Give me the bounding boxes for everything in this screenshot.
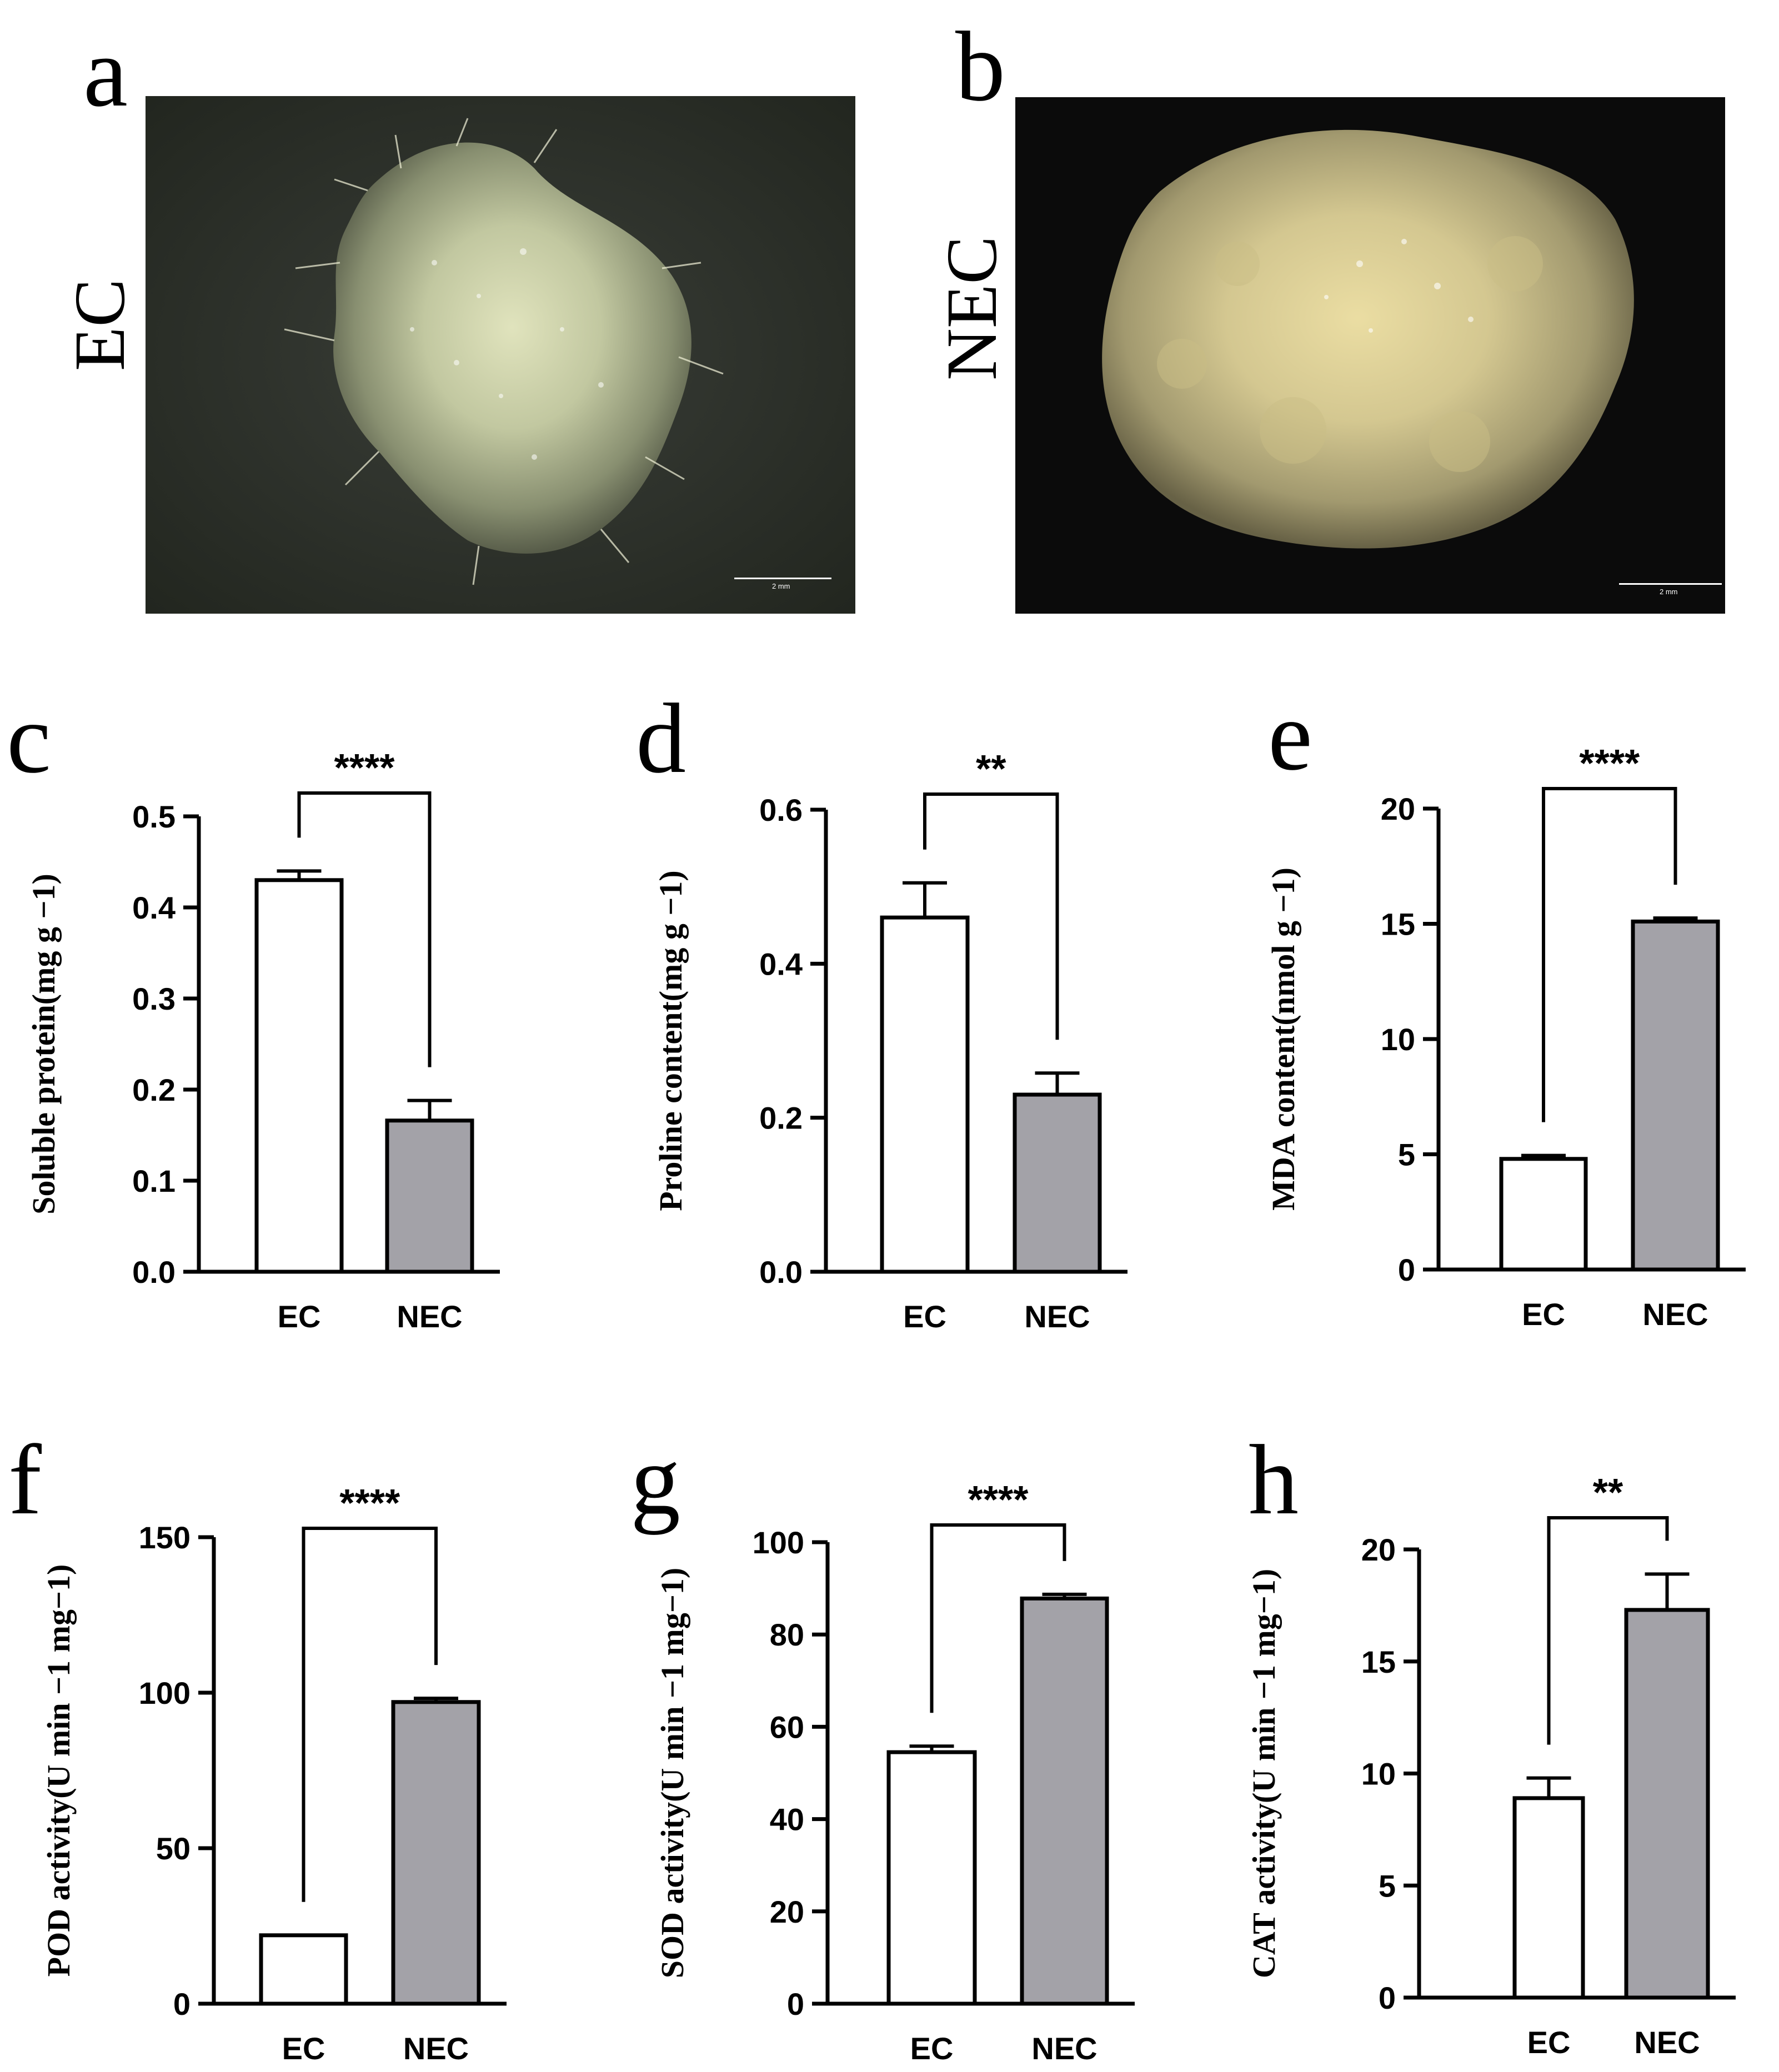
significance-bracket <box>1547 1516 1669 1745</box>
y-tick-label: 0 <box>787 1986 804 2021</box>
significance-bracket <box>923 792 1059 1040</box>
y-tick-label: 20 <box>770 1894 804 1929</box>
y-tick-label: 0 <box>173 1986 191 2021</box>
y-axis-label: MDA content(nmol g −1) <box>1265 867 1301 1211</box>
scalebar-b <box>1619 583 1722 585</box>
y-axis-label: Proline content(mg g −1) <box>653 870 689 1211</box>
x-tick-label-nec: NEC <box>1642 1297 1708 1332</box>
x-tick-label-nec: NEC <box>1634 2025 1700 2060</box>
panel-letter-h: h <box>1249 1424 1299 1535</box>
y-tick-label: 0.4 <box>759 946 803 981</box>
y-tick-label: 0.6 <box>759 792 803 827</box>
y-tick-label: 50 <box>156 1831 191 1866</box>
chart-g: g 0 20 40 60 80 100 SOD activity(U min −1 mg−1)… <box>630 1424 1135 2066</box>
panel-letter-g: g <box>630 1424 680 1535</box>
y-tick-label: 10 <box>1381 1022 1415 1057</box>
x-tick-label-ec: EC <box>1527 2025 1571 2060</box>
y-tick-label: 0.2 <box>132 1072 176 1107</box>
significance-bracket <box>297 791 432 1067</box>
ec-callus-image <box>146 96 855 614</box>
panel-letter-e: e <box>1268 680 1312 791</box>
y-tick-label: 100 <box>753 1525 804 1560</box>
bar-nec <box>385 1118 474 1274</box>
bar-ec <box>259 1933 348 2006</box>
y-axis-label: SOD activity(U min −1 mg−1) <box>654 1568 690 1978</box>
y-tick-label: 5 <box>1379 1868 1396 1903</box>
y-tick-label: 10 <box>1361 1757 1396 1792</box>
bar-ec <box>254 878 344 1274</box>
y-tick-label: 0 <box>1398 1252 1415 1287</box>
chart-c: c 0.0 0.1 0.2 0.3 0.4 0.5 Soluble protein(mg g … <box>7 683 500 1334</box>
y-tick-label: 0.3 <box>132 981 176 1016</box>
panel-letter-d: d <box>636 683 686 794</box>
y-axis-label: Soluble protein(mg g −1) <box>26 874 62 1215</box>
panel-letter-c: c <box>7 683 51 794</box>
y-tick-label: 0.0 <box>759 1255 803 1290</box>
chart-h: h 0 5 10 15 20 CAT activity(U min −1 mg−1) EC NE… <box>1246 1424 1736 2060</box>
x-tick-label-nec: NEC <box>397 1299 462 1334</box>
significance-bracket <box>1542 787 1677 1122</box>
nec-callus-image <box>1015 97 1725 614</box>
bar-ec <box>886 1750 977 2006</box>
chart-f: f 0 50 100 150 POD activity(U min −1 mg−1) EC N… <box>8 1424 507 2066</box>
y-tick-label: 5 <box>1398 1137 1415 1172</box>
significance-stars: **** <box>968 1478 1029 1521</box>
x-tick-label-nec: NEC <box>1024 1299 1090 1334</box>
y-tick-label: 0.1 <box>132 1163 176 1198</box>
significance-stars: **** <box>334 746 395 789</box>
bar-nec <box>391 1700 481 2006</box>
x-tick-label-nec: NEC <box>1031 2031 1097 2066</box>
bar-nec <box>1631 919 1720 1272</box>
bar-nec <box>1013 1092 1102 1274</box>
significance-bracket <box>302 1527 438 1902</box>
chart-e: e 0 5 10 15 20 MDA content(nmol g −1) EC NEC **** <box>1265 680 1746 1332</box>
panel-letter-f: f <box>8 1424 42 1535</box>
y-tick-label: 15 <box>1361 1644 1396 1679</box>
scalebar-a <box>734 578 831 579</box>
y-tick-label: 0.0 <box>132 1255 176 1290</box>
panel-letter-a: a <box>83 17 128 127</box>
bar-ec <box>1499 1157 1588 1272</box>
photo-ec-callus: 2 mm <box>146 96 855 614</box>
y-tick-label: 100 <box>139 1675 191 1710</box>
significance-stars: ** <box>1593 1471 1623 1514</box>
bar-ec <box>880 915 970 1274</box>
x-tick-label-nec: NEC <box>403 2031 469 2066</box>
y-tick-label: 40 <box>770 1802 804 1837</box>
y-axis-label: CAT activity(U min −1 mg−1) <box>1246 1569 1282 1978</box>
x-tick-label-ec: EC <box>282 2031 325 2066</box>
significance-stars: **** <box>339 1481 400 1524</box>
bar-nec <box>1020 1596 1109 2006</box>
scalebar-a-text: 2 mm <box>772 582 790 590</box>
x-tick-label-ec: EC <box>903 1299 946 1334</box>
y-tick-label: 0.4 <box>132 890 176 925</box>
y-tick-label: 0.5 <box>132 799 176 834</box>
y-axis-label: POD activity(U min −1 mg−1) <box>41 1564 77 1977</box>
y-tick-label: 15 <box>1381 907 1415 942</box>
photo-nec-callus: 2 mm <box>1015 97 1725 614</box>
y-tick-label: 0 <box>1379 1980 1396 2015</box>
x-tick-label-ec: EC <box>278 1299 321 1334</box>
y-tick-label: 60 <box>770 1709 804 1744</box>
bar-nec <box>1624 1608 1710 2000</box>
chart-d: d 0.0 0.2 0.4 0.6 Proline content(mg g −1) EC N… <box>636 683 1127 1334</box>
panel-letter-b: b <box>955 11 1005 122</box>
significance-bracket <box>930 1523 1066 1713</box>
x-tick-label-ec: EC <box>1522 1297 1565 1332</box>
x-tick-label-ec: EC <box>910 2031 954 2066</box>
y-tick-label: 0.2 <box>759 1101 803 1136</box>
bar-ec <box>1512 1796 1585 2000</box>
significance-stars: **** <box>1579 741 1640 785</box>
y-tick-label: 20 <box>1381 791 1415 826</box>
y-tick-label: 20 <box>1361 1532 1396 1567</box>
y-tick-label: 80 <box>770 1617 804 1652</box>
significance-stars: ** <box>976 747 1006 790</box>
scalebar-b-text: 2 mm <box>1660 588 1678 596</box>
y-tick-label: 150 <box>139 1520 191 1555</box>
